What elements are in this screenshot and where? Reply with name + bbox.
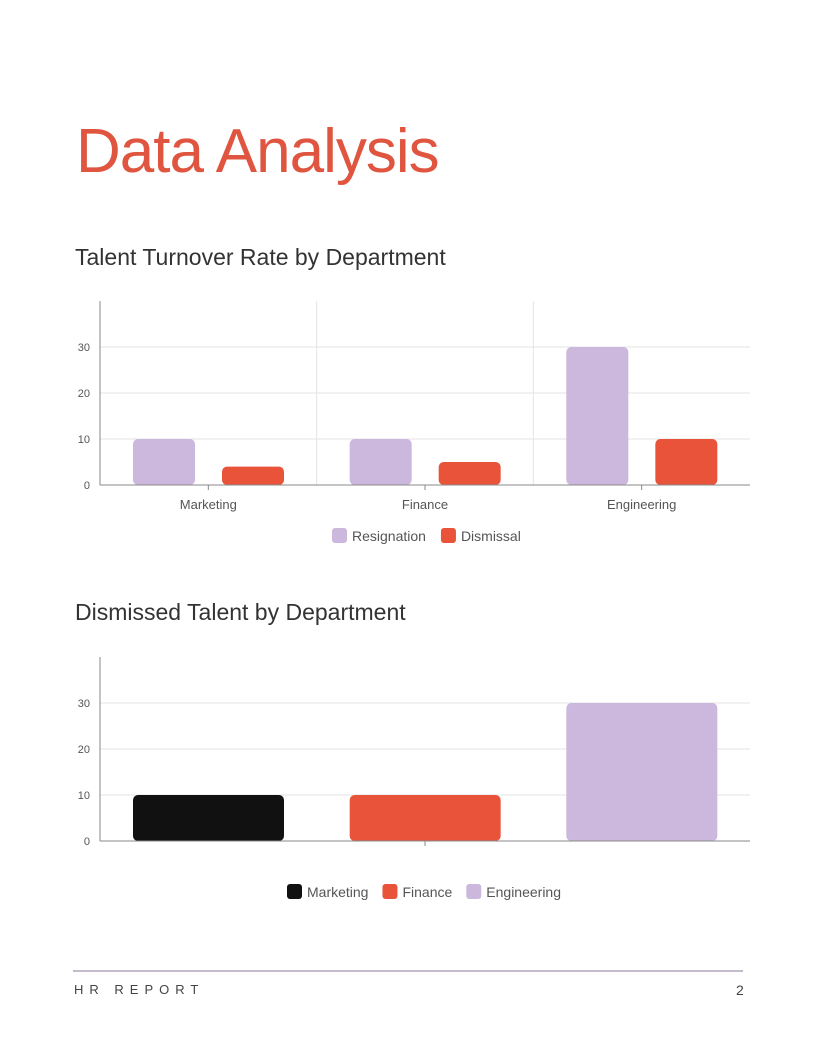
bar-marketing xyxy=(133,795,284,841)
legend-label-marketing: Marketing xyxy=(307,884,368,900)
x-tick-label: Finance xyxy=(402,497,448,512)
y-tick-label: 10 xyxy=(78,790,90,802)
y-tick-label: 10 xyxy=(78,434,90,446)
bar-engineering xyxy=(566,703,718,841)
y-tick-label: 0 xyxy=(84,480,90,492)
legend-swatch-dismissal xyxy=(440,528,456,543)
chart1-title: Talent Turnover Rate by Department xyxy=(75,244,446,270)
bar-dismissal-engineering xyxy=(655,439,718,485)
legend-label-finance: Finance xyxy=(402,884,452,900)
legend-swatch-finance xyxy=(382,884,398,899)
chart2-title: Dismissed Talent by Department xyxy=(75,599,406,625)
page-number: 2 xyxy=(736,982,744,998)
legend-label-resignation: Resignation xyxy=(352,528,426,544)
y-tick-label: 0 xyxy=(84,836,90,848)
x-tick-label: Marketing xyxy=(180,497,237,512)
y-tick-label: 30 xyxy=(78,698,90,710)
y-tick-label: 20 xyxy=(78,744,90,756)
bar-dismissal-finance xyxy=(438,462,501,485)
bar-resignation-marketing xyxy=(133,439,195,485)
x-tick-label: Engineering xyxy=(607,497,676,512)
bar-dismissal-marketing xyxy=(222,466,284,485)
legend-label-engineering: Engineering xyxy=(486,884,561,900)
legend-label-dismissal: Dismissal xyxy=(461,528,521,544)
footer-divider xyxy=(73,970,743,972)
y-tick-label: 20 xyxy=(78,388,90,400)
legend-swatch-resignation xyxy=(332,528,347,543)
y-tick-label: 30 xyxy=(78,342,90,354)
bar-finance xyxy=(349,795,501,841)
bar-resignation-finance xyxy=(349,439,412,485)
legend-swatch-marketing xyxy=(287,884,302,899)
footer-label: HR REPORT xyxy=(74,982,205,997)
bar-resignation-engineering xyxy=(566,347,629,485)
legend-swatch-engineering xyxy=(466,884,482,899)
page-title: Data Analysis xyxy=(76,117,440,186)
